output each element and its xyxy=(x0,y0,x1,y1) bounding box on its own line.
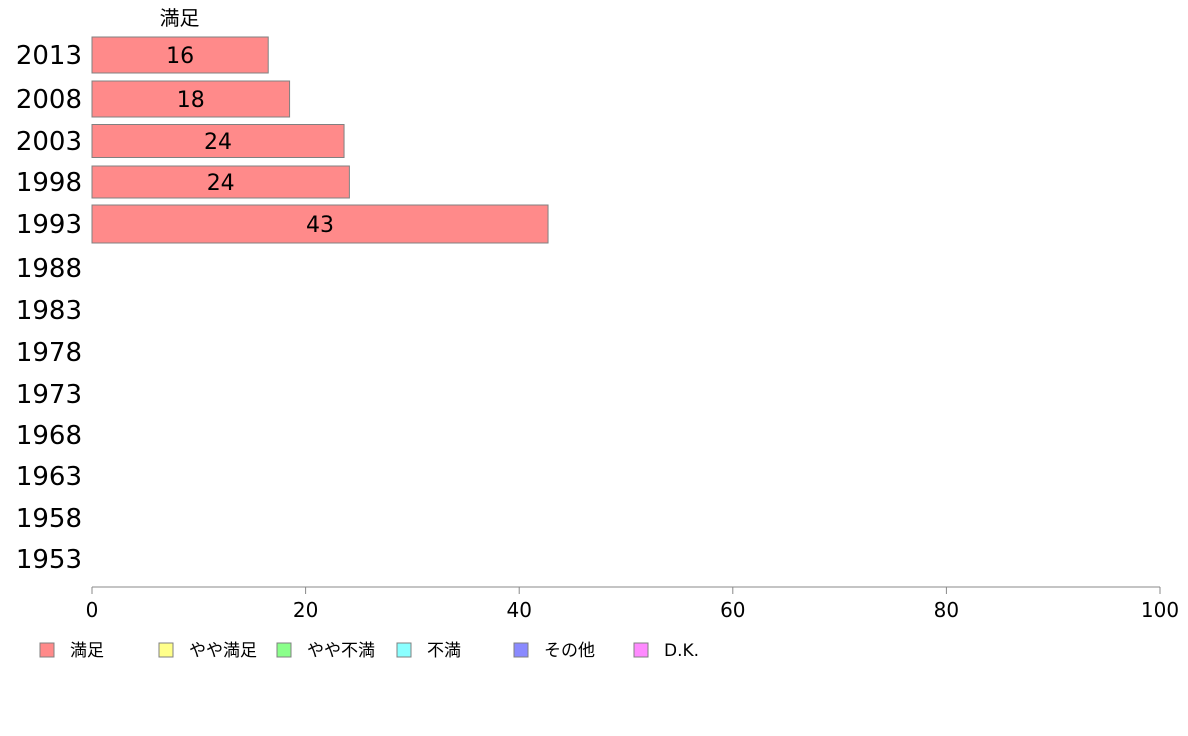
y-tick-label: 1983 xyxy=(16,296,82,326)
bar xyxy=(91,165,350,199)
y-tick-label: 1968 xyxy=(16,421,82,451)
legend-item: 満足 xyxy=(39,641,104,661)
y-tick-label: 2013 xyxy=(16,41,82,71)
y-tick-label: 1963 xyxy=(16,462,82,492)
bar-value-label: 18 xyxy=(177,88,205,113)
legend-item: やや不満 xyxy=(276,641,375,661)
x-tick-label: 80 xyxy=(934,598,959,622)
legend-swatch xyxy=(276,642,292,658)
y-tick-label: 1988 xyxy=(16,254,82,284)
y-tick-label: 2003 xyxy=(16,127,82,157)
legend-label: やや不満 xyxy=(307,641,375,661)
series-header-label: 満足 xyxy=(160,6,200,30)
y-tick-label: 2008 xyxy=(16,85,82,115)
legend-swatch xyxy=(39,642,55,658)
y-tick-label: 1993 xyxy=(16,210,82,240)
legend-item: D.K. xyxy=(633,641,699,661)
x-tick-label: 0 xyxy=(86,598,99,622)
legend-item: 不満 xyxy=(396,641,461,661)
bar-value-label: 24 xyxy=(207,171,235,196)
y-tick-label: 1958 xyxy=(16,504,82,534)
y-tick-label: 1998 xyxy=(16,168,82,198)
legend-swatch xyxy=(396,642,412,658)
bar xyxy=(91,204,549,244)
x-tick-label: 60 xyxy=(720,598,745,622)
y-tick-label: 1953 xyxy=(16,545,82,575)
bar-value-label: 16 xyxy=(166,44,194,69)
legend-label: その他 xyxy=(544,641,595,661)
legend-item: やや満足 xyxy=(158,641,257,661)
legend-label: 不満 xyxy=(427,641,461,661)
x-tick-label: 100 xyxy=(1141,598,1179,622)
legend-item: その他 xyxy=(513,641,595,661)
legend-label: やや満足 xyxy=(189,641,257,661)
bar-value-label: 43 xyxy=(306,213,334,238)
bar-value-label: 24 xyxy=(204,130,232,155)
bar xyxy=(91,36,269,74)
x-tick-label: 40 xyxy=(506,598,531,622)
legend-swatch xyxy=(633,642,649,658)
x-tick-label: 20 xyxy=(293,598,318,622)
legend-label: D.K. xyxy=(664,641,699,661)
bar xyxy=(91,80,291,118)
legend-swatch xyxy=(158,642,174,658)
legend-label: 満足 xyxy=(70,641,104,661)
y-tick-label: 1978 xyxy=(16,338,82,368)
y-tick-label: 1973 xyxy=(16,380,82,410)
legend-swatch xyxy=(513,642,529,658)
bar xyxy=(91,124,345,158)
